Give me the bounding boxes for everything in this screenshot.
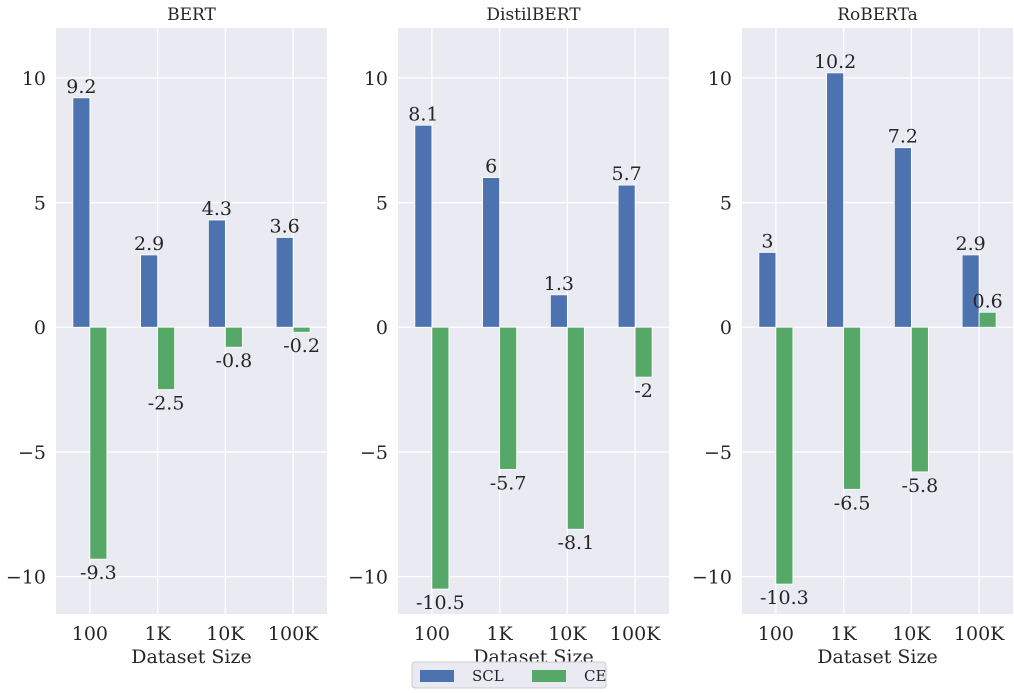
x-tick-label: 10K (548, 623, 587, 645)
y-tick-label: 10 (708, 68, 732, 90)
data-label: 3.6 (270, 215, 300, 237)
legend-swatch-ce (532, 670, 566, 682)
y-tick-label: 5 (34, 193, 46, 215)
y-tick-label: −5 (18, 442, 46, 464)
y-tick-label: 10 (364, 68, 388, 90)
data-label: -2 (634, 380, 653, 402)
bar-ce (499, 326, 518, 470)
panel-title: DistilBERT (486, 5, 581, 25)
data-label: 3 (761, 230, 773, 252)
bar-ce (843, 326, 862, 490)
x-tick-label: 100 (72, 623, 108, 645)
data-label: 9.2 (66, 76, 96, 98)
data-label: -10.5 (416, 592, 465, 614)
y-tick-label: −10 (692, 567, 732, 589)
x-tick-label: 100 (414, 623, 450, 645)
data-label: 10.2 (814, 51, 856, 73)
data-label: -9.3 (80, 562, 117, 584)
data-label: -6.5 (834, 492, 871, 514)
bar-scl (482, 177, 501, 328)
data-label: -5.8 (902, 475, 939, 497)
panel-title: BERT (167, 5, 216, 25)
bar-ce (224, 326, 243, 348)
x-tick-label: 1K (830, 623, 857, 645)
bar-ce (978, 311, 997, 328)
x-tick-label: 100 (758, 623, 794, 645)
legend-swatch-scl (420, 670, 454, 682)
data-label: 4.3 (202, 198, 232, 220)
y-tick-label: −10 (6, 567, 46, 589)
data-label: 0.6 (973, 290, 1003, 312)
bar-ce (634, 326, 653, 378)
x-tick-label: 10K (206, 623, 245, 645)
data-label: 2.9 (956, 233, 986, 255)
data-label: -10.3 (760, 587, 809, 609)
data-label: -2.5 (148, 393, 185, 415)
y-tick-label: 5 (720, 193, 732, 215)
bar-scl (414, 124, 433, 328)
y-tick-label: 5 (376, 193, 388, 215)
x-tick-label: 100K (954, 623, 1005, 645)
x-tick-label: 100K (268, 623, 319, 645)
bar-ce (431, 326, 450, 590)
bar-scl (72, 97, 91, 328)
bar-scl (549, 294, 568, 328)
bar-ce (89, 326, 108, 560)
x-axis-label: Dataset Size (131, 646, 252, 668)
bar-ce (157, 326, 176, 390)
bar-scl (617, 184, 636, 328)
x-tick-label: 10K (892, 623, 931, 645)
bar-ce (775, 326, 794, 585)
data-label: -0.2 (283, 335, 320, 357)
bar-ce (292, 326, 311, 333)
x-axis-label: Dataset Size (817, 646, 938, 668)
bar-scl (826, 72, 845, 328)
y-tick-label: −5 (704, 442, 732, 464)
bar-scl (961, 254, 980, 328)
y-tick-label: 0 (720, 317, 732, 339)
bar-scl (758, 252, 777, 328)
data-label: 2.9 (134, 233, 164, 255)
data-label: 5.7 (612, 163, 642, 185)
y-tick-label: −10 (348, 567, 388, 589)
data-label: 7.2 (888, 126, 918, 148)
data-label: 6 (485, 156, 497, 178)
bar-ce (910, 326, 929, 473)
data-label: 8.1 (408, 103, 438, 125)
x-tick-label: 1K (144, 623, 171, 645)
bar-scl (893, 147, 912, 328)
legend-label-ce: CE (584, 667, 606, 685)
x-tick-label: 100K (610, 623, 661, 645)
y-tick-label: 10 (22, 68, 46, 90)
bar-ce (566, 326, 585, 530)
bar-scl (207, 219, 226, 328)
y-tick-label: −5 (360, 442, 388, 464)
data-label: 1.3 (544, 273, 574, 295)
x-tick-label: 1K (486, 623, 513, 645)
y-tick-label: 0 (376, 317, 388, 339)
data-label: -5.7 (490, 472, 527, 494)
data-label: -0.8 (216, 350, 253, 372)
bar-scl (140, 254, 159, 328)
y-tick-label: 0 (34, 317, 46, 339)
legend-label-scl: SCL (472, 667, 504, 685)
panel-title: RoBERTa (837, 5, 918, 25)
bar-scl (275, 237, 294, 328)
data-label: -8.1 (558, 532, 595, 554)
